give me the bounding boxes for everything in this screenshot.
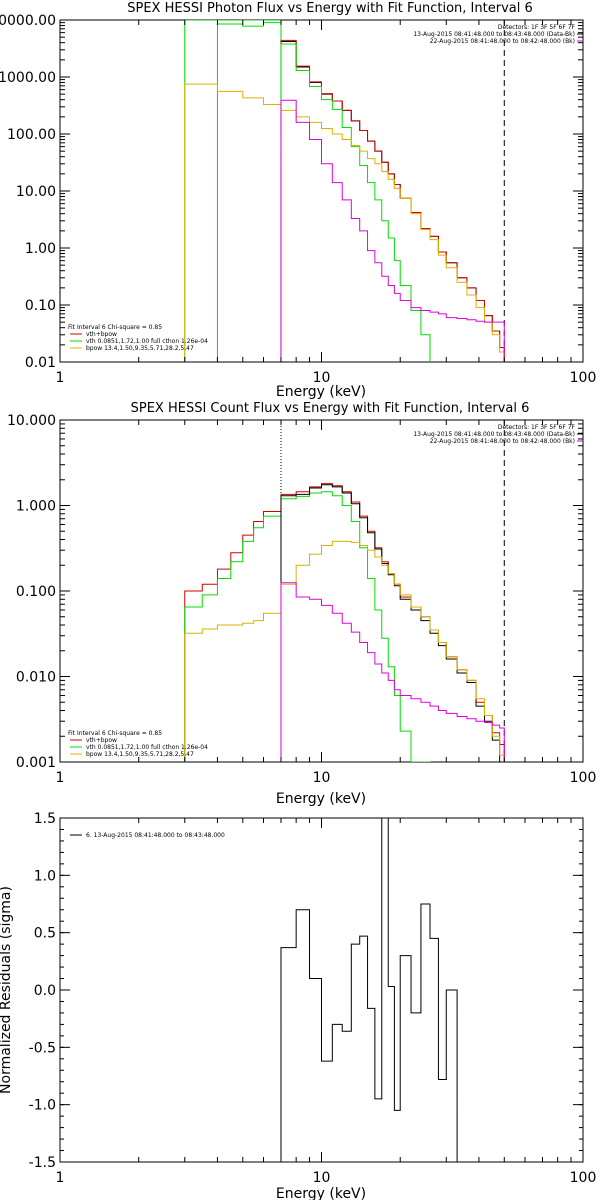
- panel3-xlabel: Energy (keV): [276, 1186, 366, 1200]
- y-tick-label-0: 0.001: [16, 755, 56, 771]
- series-4: [280, 43, 431, 362]
- panel2-ticks: 1 10 100 0.001 0.010 0.100 1.000 10.000: [7, 413, 596, 786]
- panel2-legend-2: vth 0.0851,1.72,1.00 full cthon 1.26e-04: [86, 744, 208, 751]
- y-tick-label-4: 10.000: [7, 413, 56, 429]
- x-tick-label-1: 10: [313, 770, 331, 786]
- series-6: [280, 99, 505, 362]
- panel1-legend-2: vth 0.0851,1.72,1.00 full cthon 1.26e-04: [86, 338, 208, 345]
- x-tick-label-2: 100: [570, 370, 597, 386]
- panel1-ticks: 1 10 100 0.01 0.10 1.00 10.00 100.00 1000.00 1000…: [0, 13, 596, 386]
- series-4: [280, 582, 505, 762]
- panel2-series: [184, 420, 505, 762]
- panel1-legend-0: Fit Interval 6 Chi-square = 0.85: [68, 324, 162, 331]
- x-tick-label-1: 10: [313, 1170, 331, 1186]
- x-tick-label-0: 1: [56, 370, 65, 386]
- series-0: [280, 818, 505, 1162]
- count-flux-panel: SPEX HESSI Count Flux vs Energy with Fit…: [7, 401, 596, 807]
- y-tick-label-4: 0.5: [34, 926, 56, 942]
- series-3: [184, 540, 505, 762]
- panel2-legend-3: bpow 13.4,1.50,9.35,5.71,28.2,5.47: [86, 751, 194, 758]
- x-tick-label-1: 10: [313, 370, 331, 386]
- panel2-xlabel: Energy (keV): [276, 791, 366, 807]
- y-tick-label-1: -1.0: [29, 1098, 56, 1114]
- y-tick-label-2: -0.5: [29, 1040, 56, 1056]
- y-tick-label-6: 1.5: [34, 811, 56, 827]
- series-2: [280, 484, 505, 762]
- panel1-xlabel: Energy (keV): [276, 384, 366, 400]
- x-tick-label-2: 100: [570, 770, 597, 786]
- panel2-title: SPEX HESSI Count Flux vs Energy with Fit…: [131, 401, 530, 416]
- y-tick-label-3: 1.000: [16, 499, 56, 515]
- photon-flux-panel: SPEX HESSI Photon Flux vs Energy with Fi…: [0, 1, 596, 400]
- panel1-legend-1: vth+bpow: [86, 331, 117, 338]
- panel2-header-0: Detectors: 1F 3F 5F 6F 7F: [498, 424, 576, 431]
- panel3-ticks: 1 10 100 -1.5 -1.0 -0.5 0.0 0.5 1.0 1.5: [29, 811, 597, 1186]
- panel1-legend-3: bpow 13.4,1.50,9.35,5.71,28.2,5.47: [86, 345, 194, 352]
- panel1-header-1: 13-Aug-2015 08:41:48.000 to 08:43:48.000…: [413, 31, 575, 38]
- y-tick-label-4: 100.00: [7, 127, 56, 143]
- series-0: [184, 20, 282, 362]
- residuals-panel: 1 10 100 -1.5 -1.0 -0.5 0.0 0.5 1.0 1.5 Energy (k…: [0, 811, 596, 1200]
- panel1-series: [184, 20, 505, 362]
- y-tick-label-0: 0.01: [25, 355, 56, 371]
- x-tick-label-0: 1: [56, 1170, 65, 1186]
- panel1-header-2: 22-Aug-2015 08:41:48.000 to 08:42:48.000…: [430, 38, 575, 45]
- y-tick-label-3: 10.00: [16, 184, 56, 200]
- y-tick-label-5: 1000.00: [0, 70, 56, 86]
- x-tick-label-0: 1: [56, 770, 65, 786]
- y-tick-label-6: 10000.00: [0, 13, 56, 29]
- y-tick-label-3: 0.0: [34, 983, 56, 999]
- panel3-series: [280, 818, 505, 1162]
- y-tick-label-5: 1.0: [34, 868, 56, 884]
- series-2: [280, 40, 505, 362]
- y-tick-label-1: 0.010: [16, 670, 56, 686]
- y-tick-label-2: 1.00: [25, 241, 56, 257]
- series-5: [184, 83, 505, 362]
- panel1-title: SPEX HESSI Photon Flux vs Energy with Fi…: [127, 1, 533, 16]
- panel3-ylabel: Normalized Residuals (sigma): [0, 886, 14, 1094]
- x-tick-label-2: 100: [570, 1170, 597, 1186]
- panel2-header-2: 22-Aug-2015 08:41:48.000 to 08:42:48.000…: [430, 438, 575, 445]
- y-tick-label-1: 0.10: [25, 298, 56, 314]
- panel2-header-1: 13-Aug-2015 08:41:48.000 to 08:43:48.000…: [413, 431, 575, 438]
- series-1: [216, 22, 282, 362]
- panel1-header-0: Detectors: 1F 3F 5F 6F 7F: [498, 24, 576, 31]
- series-3: [280, 39, 505, 362]
- y-tick-label-0: -1.5: [29, 1155, 56, 1171]
- panel2-legend-1: vth+bpow: [86, 737, 117, 744]
- panel2-legend-0: Fit Interval 6 Chi-square = 0.85: [68, 730, 162, 737]
- series-1: [184, 491, 431, 762]
- panel3-legend-0: 6. 13-Aug-2015 08:41:48.000 to 08:43:48.…: [86, 832, 225, 839]
- y-tick-label-2: 0.100: [16, 584, 56, 600]
- series-0: [184, 483, 505, 762]
